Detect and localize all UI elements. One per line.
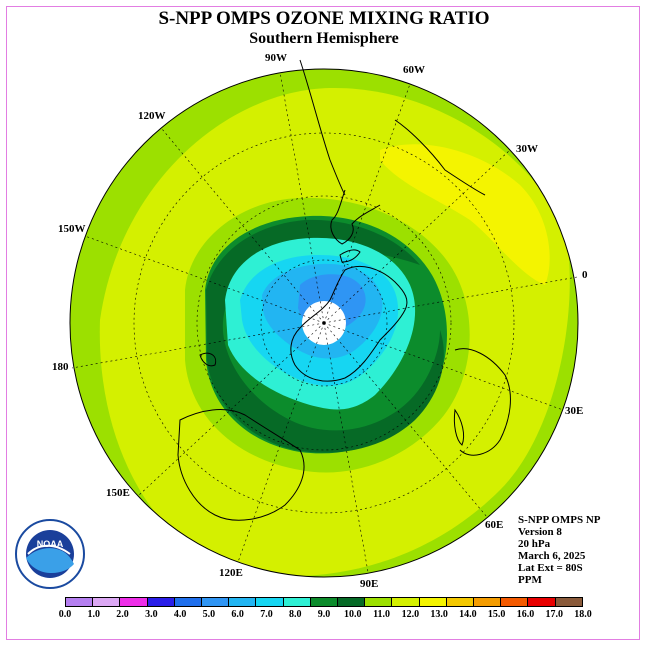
colorbar-segment <box>256 598 284 606</box>
meridian-150e <box>137 322 325 497</box>
colorbar-segment <box>446 598 475 606</box>
meridian-30e <box>323 322 564 411</box>
colorbar-segment <box>474 598 502 606</box>
field-13-14-max <box>380 144 550 285</box>
south-pole-marker <box>322 321 326 325</box>
australia-coast <box>177 409 305 521</box>
colorbar-tick-label: 10.0 <box>344 609 362 620</box>
label-60e: 60E <box>485 519 503 531</box>
logo-wave <box>26 548 74 574</box>
noaa-logo: NOAA <box>15 519 85 589</box>
info-lat-ext: Lat Ext = 80S <box>518 562 583 574</box>
colorbar-tick-label: 5.0 <box>202 609 216 620</box>
colorbar-segment <box>338 598 366 606</box>
coastlines <box>177 59 511 521</box>
label-150w: 150W <box>58 223 86 235</box>
label-0: 0 <box>582 269 588 281</box>
graticule <box>71 71 578 573</box>
colorbar-tick-label: 0.0 <box>58 609 72 620</box>
colorbar-segment <box>93 598 121 606</box>
meridian-150w <box>84 235 325 324</box>
label-150e: 150E <box>106 487 130 499</box>
colorbar-segment <box>202 598 230 606</box>
south-america-east-coast <box>394 119 486 196</box>
meridian-90e <box>323 322 369 573</box>
colorbar-segment <box>229 598 257 606</box>
colorbar-ticks: 0.0 1.0 2.0 3.0 4.0 5.0 6.0 7.0 8.0 9.0 10.0 11.0 12… <box>59 609 592 623</box>
colorbar-segment <box>174 598 203 606</box>
map-title: S-NPP OMPS OZONE MIXING RATIO <box>158 8 490 29</box>
colorbar-segment <box>120 598 148 606</box>
colorbar-tick-label: 12.0 <box>401 609 420 620</box>
label-120w: 120W <box>138 110 166 122</box>
colorbar-tick-label: 17.0 <box>545 609 563 620</box>
lat-circle-50s <box>196 195 452 451</box>
antarctica-coast <box>290 266 408 382</box>
colorbar-segment <box>528 598 556 606</box>
lat-circle-70s <box>260 259 388 387</box>
info-instrument: S-NPP OMPS NP <box>518 514 601 526</box>
colorbar-tick-label: 6.0 <box>231 609 244 620</box>
longitude-labels: 90W 60W 30W 0 30E 60E 90E 120E 150E 180 … <box>52 52 588 590</box>
colorbar-tick-label: 1.0 <box>87 609 101 620</box>
colorbar-segment <box>283 598 311 606</box>
label-90w: 90W <box>265 52 287 64</box>
colorbar-tick-label: 9.0 <box>317 609 331 620</box>
label-30e: 30E <box>565 405 583 417</box>
colorbar-segment <box>392 598 420 606</box>
map-boundary <box>69 68 579 578</box>
colorbar-tick-label: 13.0 <box>430 609 448 620</box>
label-120e: 120E <box>219 567 243 579</box>
logo-bird <box>27 544 71 555</box>
plot-frame <box>6 6 640 640</box>
label-180: 180 <box>52 361 69 373</box>
madagascar <box>453 408 465 446</box>
south-america-tip <box>330 189 381 245</box>
colorbar-tick-label: 16.0 <box>516 609 535 620</box>
label-30w: 30W <box>516 143 538 155</box>
colorbar-tick-label: 14.0 <box>459 609 477 620</box>
info-units: PPM <box>518 574 542 586</box>
colorbar-tick-label: 7.0 <box>260 609 273 620</box>
meridian-60w <box>323 83 411 324</box>
info-level: 20 hPa <box>518 538 551 550</box>
colorbar-tick-label: 2.0 <box>116 609 129 620</box>
colorbar-segment <box>501 598 529 606</box>
colorbar-segment <box>310 598 339 606</box>
meridian-60e <box>323 322 488 518</box>
info-version: Version 8 <box>518 526 562 538</box>
colorbar <box>65 597 583 607</box>
colorbar-tick-label: 3.0 <box>145 609 158 620</box>
colorbar-tick-label: 11.0 <box>373 609 391 620</box>
product-info: S-NPP OMPS NP Version 8 20 hPa March 6, … <box>518 514 601 586</box>
lat-circle-30s <box>133 132 515 514</box>
colorbar-segment <box>419 598 447 606</box>
meridian-30w <box>323 149 511 324</box>
info-date: March 6, 2025 <box>518 550 586 562</box>
colorbar-tick-label: 8.0 <box>288 609 302 620</box>
logo-text: NOAA <box>37 539 64 549</box>
map-subtitle: Southern Hemisphere <box>249 30 399 47</box>
meridian-120e <box>237 322 325 563</box>
colorbar-segment <box>365 598 393 606</box>
label-60w: 60W <box>403 64 425 76</box>
colorbar-segment <box>66 598 94 606</box>
africa-coast <box>454 348 511 456</box>
colorbar-segment <box>555 598 582 606</box>
colorbar-tick-label: 15.0 <box>487 609 506 620</box>
colorbar-segment <box>147 598 175 606</box>
meridian-120w <box>161 128 325 324</box>
south-america-west-coast <box>299 59 346 196</box>
colorbar-tick-label: 4.0 <box>173 609 187 620</box>
colorbar-tick-label: 18.0 <box>574 609 592 620</box>
label-90e: 90E <box>360 578 378 590</box>
